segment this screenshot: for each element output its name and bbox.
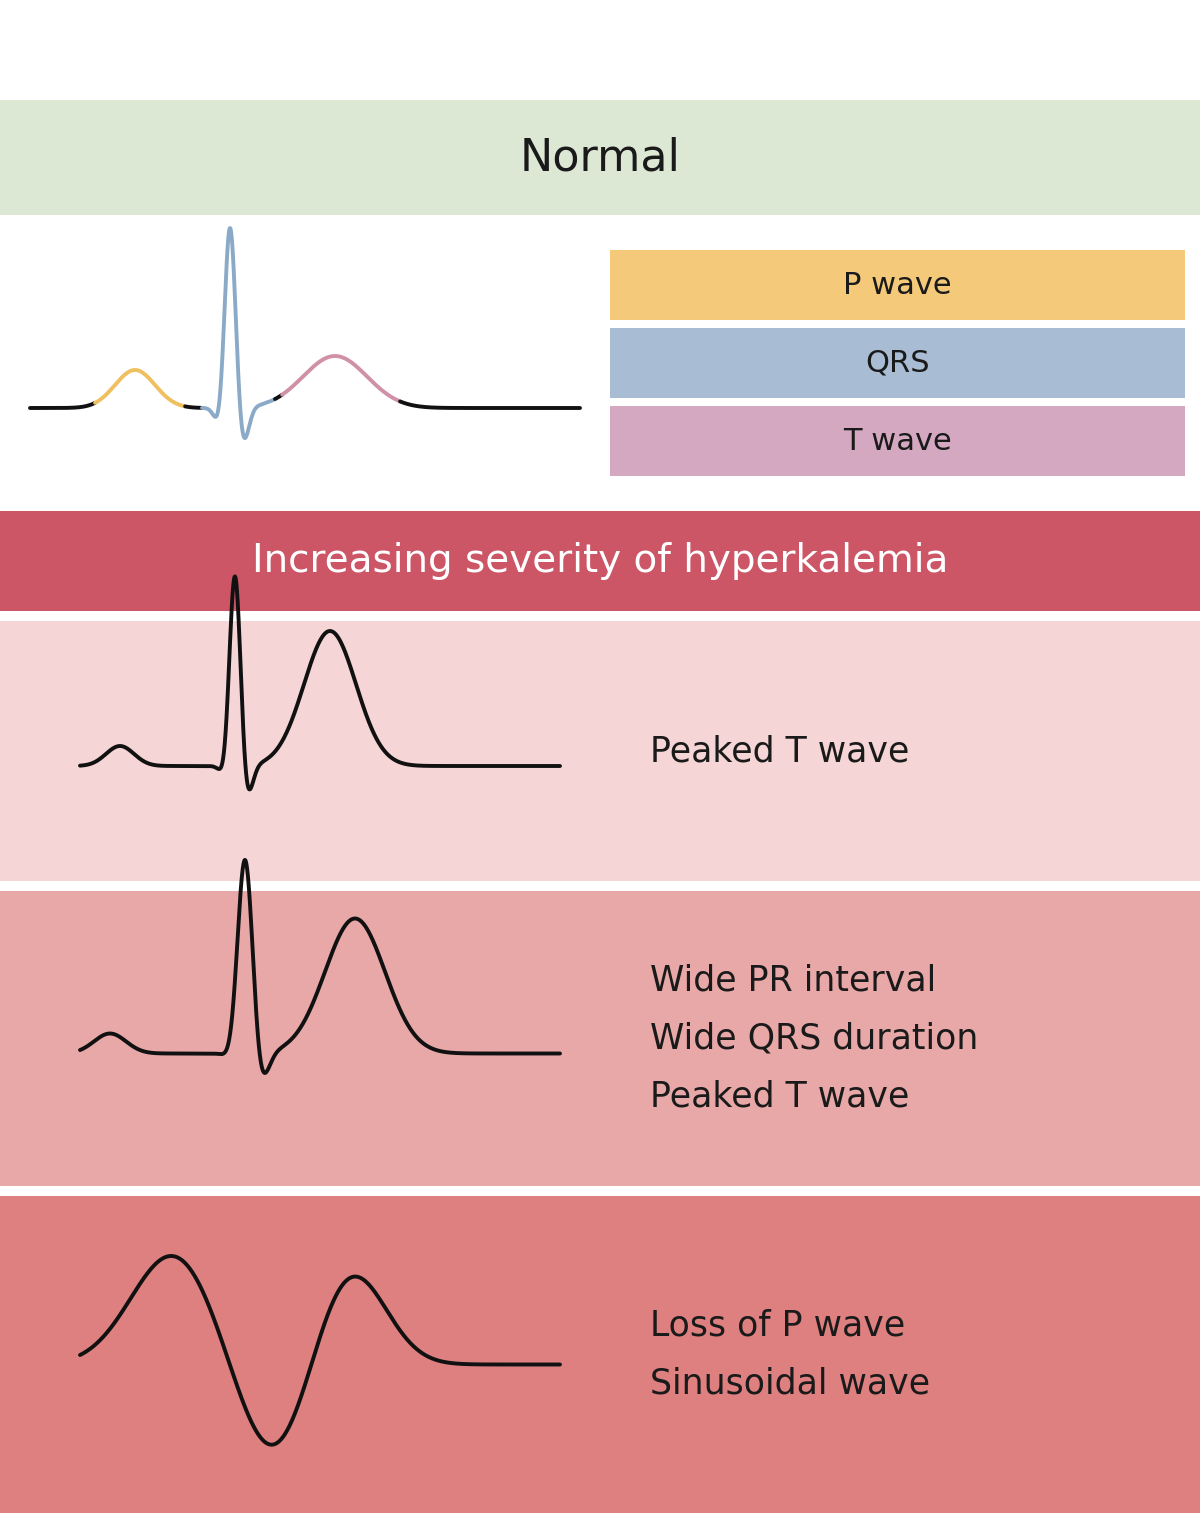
Text: Increasing severity of hyperkalemia: Increasing severity of hyperkalemia <box>252 541 948 580</box>
Bar <box>0 891 1200 1186</box>
Bar <box>0 621 1200 881</box>
Text: QRS: QRS <box>865 349 930 377</box>
Bar <box>610 406 1186 475</box>
Text: T wave: T wave <box>844 426 952 455</box>
Bar <box>610 328 1186 398</box>
Bar <box>610 251 1186 320</box>
Text: Loss of P wave
Sinusoidal wave: Loss of P wave Sinusoidal wave <box>650 1309 930 1401</box>
Bar <box>0 511 1200 611</box>
Bar <box>0 100 1200 215</box>
Text: Wide PR interval
Wide QRS duration
Peaked T wave: Wide PR interval Wide QRS duration Peake… <box>650 963 978 1114</box>
Text: Peaked T wave: Peaked T wave <box>650 734 910 767</box>
Bar <box>0 1197 1200 1513</box>
Text: Normal: Normal <box>520 135 680 178</box>
Text: P wave: P wave <box>844 271 952 300</box>
